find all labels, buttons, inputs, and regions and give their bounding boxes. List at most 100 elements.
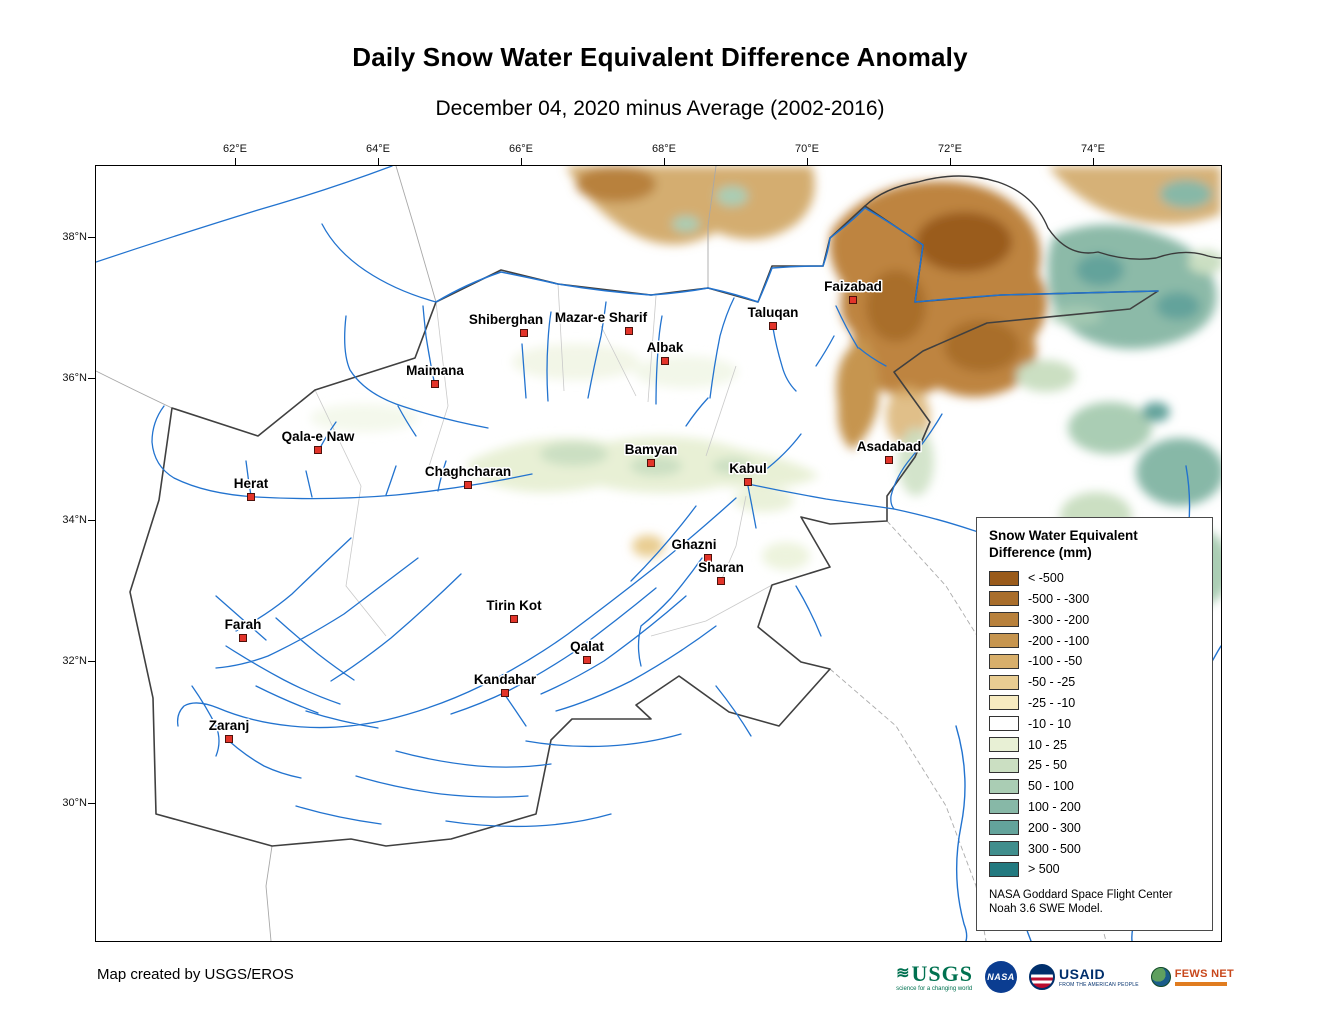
city-marker-farah	[239, 634, 247, 642]
city-label-kabul: Kabul	[729, 461, 767, 476]
legend-entry: 25 - 50	[989, 755, 1200, 776]
legend: Snow Water Equivalent Difference (mm) < …	[976, 517, 1213, 931]
city-marker-kabul	[744, 478, 752, 486]
lat-axis-label: 38°N	[62, 231, 87, 243]
legend-entry: -100 - -50	[989, 651, 1200, 672]
lon-axis-tick	[235, 158, 236, 165]
legend-swatch	[989, 674, 1019, 690]
legend-entry-label: 25 - 50	[1028, 758, 1067, 773]
fewsnet-logo-text: FEWS NET	[1174, 967, 1234, 980]
logo-strip: ≋ USGS science for a changing world NASA…	[896, 956, 1234, 998]
legend-entry: -50 - -25	[989, 672, 1200, 693]
city-marker-chaghcharan	[464, 481, 472, 489]
city-marker-sharan	[717, 577, 725, 585]
legend-entry-label: 10 - 25	[1028, 737, 1067, 752]
page-subtitle: December 04, 2020 minus Average (2002-20…	[435, 97, 885, 120]
terrain-layer	[310, 166, 1221, 606]
map-canvas: Faizabad Taluqan Mazar-e Sharif Shiberghan A…	[96, 166, 1221, 941]
legend-entry: -200 - -100	[989, 630, 1200, 651]
legend-entry: -25 - -10	[989, 693, 1200, 714]
legend-swatch	[989, 653, 1019, 669]
legend-entry-label: -500 - -300	[1028, 591, 1090, 606]
legend-entries: < -500 -500 - -300 -300 - -200 -200 - -100 -…	[989, 568, 1200, 880]
legend-entry: 100 - 200	[989, 797, 1200, 818]
fewsnet-globe-icon	[1150, 967, 1171, 987]
lon-axis-label: 72°E	[938, 143, 962, 155]
lat-axis-tick	[88, 661, 95, 662]
usgs-logo-text: USGS	[911, 960, 974, 986]
city-label-albak: Albak	[647, 340, 684, 355]
lon-axis-label: 74°E	[1081, 143, 1105, 155]
city-label-farah: Farah	[225, 617, 262, 632]
usgs-logo: ≋ USGS science for a changing world	[896, 960, 974, 992]
legend-entry: 10 - 25	[989, 734, 1200, 755]
city-marker-shiberghan	[520, 329, 528, 337]
usgs-wave-icon: ≋	[896, 964, 910, 982]
lon-axis-tick	[378, 158, 379, 165]
legend-entry: 300 - 500	[989, 838, 1200, 859]
tajik-border-line	[864, 175, 1221, 260]
legend-entry: 50 - 100	[989, 776, 1200, 797]
lat-axis-tick	[88, 520, 95, 521]
fewsnet-bar	[1174, 981, 1227, 986]
legend-swatch	[989, 778, 1019, 794]
legend-title-line2: Difference (mm)	[989, 544, 1092, 560]
legend-swatch	[989, 737, 1019, 753]
page-title: Daily Snow Water Equivalent Difference A…	[352, 42, 968, 72]
lon-axis-tick	[664, 158, 665, 165]
city-label-qala-e-naw: Qala-e Naw	[282, 429, 355, 444]
lat-axis-tick	[88, 378, 95, 379]
city-label-sharan: Sharan	[698, 560, 744, 575]
city-marker-bamyan	[647, 459, 655, 467]
lon-axis-label: 68°E	[652, 143, 676, 155]
city-label-shiberghan: Shiberghan	[469, 312, 543, 327]
city-marker-asadabad	[885, 456, 893, 464]
lon-axis-label: 66°E	[509, 143, 533, 155]
city-label-bamyan: Bamyan	[625, 442, 678, 457]
legend-entry-label: 300 - 500	[1028, 841, 1081, 856]
legend-note: NASA Goddard Space Flight Center Noah 3.…	[989, 888, 1173, 916]
legend-entry-label: -10 - 10	[1028, 716, 1072, 731]
lon-axis-label: 62°E	[223, 143, 247, 155]
lat-axis-label: 32°N	[62, 655, 87, 667]
legend-entry-label: < -500	[1028, 571, 1064, 586]
nasa-logo: NASA	[985, 961, 1018, 993]
lat-axis-label: 30°N	[62, 797, 87, 809]
lat-axis-label: 34°N	[62, 514, 87, 526]
neighbor-boundaries	[96, 166, 717, 941]
lon-axis-tick	[950, 158, 951, 165]
legend-swatch	[989, 820, 1019, 836]
legend-entry-label: 200 - 300	[1028, 820, 1081, 835]
lon-axis-tick	[807, 158, 808, 165]
legend-entry-label: > 500	[1028, 862, 1060, 877]
legend-swatch	[989, 757, 1019, 773]
city-marker-qala-e-naw	[314, 446, 322, 454]
rivers-layer	[96, 166, 1221, 941]
legend-entry: 200 - 300	[989, 817, 1200, 838]
legend-entry-label: -100 - -50	[1028, 654, 1083, 669]
city-label-kandahar: Kandahar	[474, 672, 537, 687]
city-label-asadabad: Asadabad	[857, 439, 922, 454]
lat-axis-label: 36°N	[62, 372, 87, 384]
legend-entry: -500 - -300	[989, 589, 1200, 610]
nasa-logo-text: NASA	[987, 972, 1015, 982]
legend-entry-label: -25 - -10	[1028, 695, 1076, 710]
legend-entry-label: -200 - -100	[1028, 633, 1090, 648]
legend-entry: -10 - 10	[989, 713, 1200, 734]
city-label-ghazni: Ghazni	[671, 537, 716, 552]
lat-axis-tick	[88, 237, 95, 238]
city-marker-zaranj	[225, 735, 233, 743]
lon-axis-tick	[1093, 158, 1094, 165]
cities-layer: Faizabad Taluqan Mazar-e Sharif Shiberghan A…	[207, 278, 923, 743]
legend-entry-label: 50 - 100	[1028, 779, 1074, 794]
neighbor-boundaries-dashed	[829, 520, 1107, 941]
city-marker-mazar-e-sharif	[625, 327, 633, 335]
usgs-tagline: science for a changing world	[896, 985, 973, 992]
legend-entry: -300 - -200	[989, 609, 1200, 630]
city-label-faizabad: Faizabad	[824, 279, 882, 294]
city-marker-kandahar	[501, 689, 509, 697]
city-label-taluqan: Taluqan	[748, 305, 799, 320]
lon-axis-label: 64°E	[366, 143, 390, 155]
usaid-seal-icon	[1029, 964, 1056, 990]
